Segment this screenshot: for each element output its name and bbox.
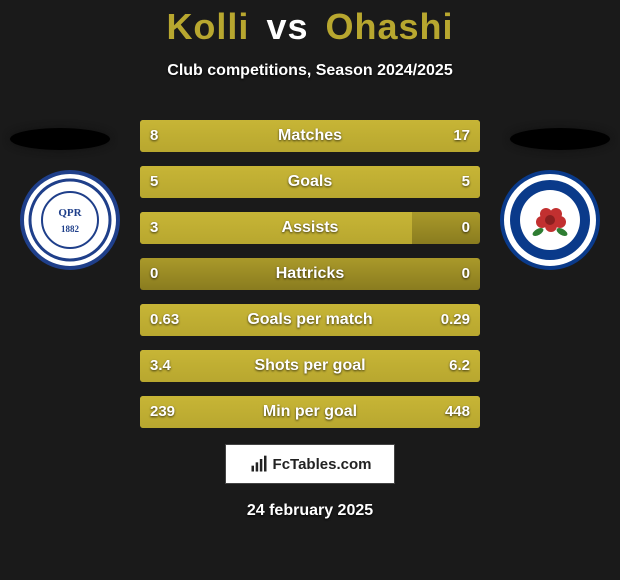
qpr-badge-icon: QPR 1882: [20, 170, 120, 270]
stat-label: Matches: [140, 120, 480, 152]
stat-label: Assists: [140, 212, 480, 244]
oval-right: [510, 128, 610, 150]
stat-label: Goals: [140, 166, 480, 198]
vs-label: vs: [266, 6, 308, 47]
stat-row: 817Matches: [140, 120, 480, 152]
date-label: 24 february 2025: [0, 502, 620, 520]
branding-box: FcTables.com: [225, 444, 395, 484]
svg-text:1882: 1882: [61, 224, 80, 234]
branding-text: FcTables.com: [273, 456, 372, 473]
subtitle: Club competitions, Season 2024/2025: [0, 62, 620, 80]
stat-row: 55Goals: [140, 166, 480, 198]
oval-left: [10, 128, 110, 150]
player1-name: Kolli: [166, 6, 249, 47]
qpr-badge: QPR 1882: [20, 170, 120, 270]
svg-text:QPR: QPR: [58, 207, 82, 219]
page-title: Kolli vs Ohashi: [0, 0, 620, 48]
stat-label: Hattricks: [140, 258, 480, 290]
stat-row: 3.46.2Shots per goal: [140, 350, 480, 382]
stat-label: Min per goal: [140, 396, 480, 428]
stat-label: Shots per goal: [140, 350, 480, 382]
player2-name: Ohashi: [326, 6, 454, 47]
stat-row: 30Assists: [140, 212, 480, 244]
stats-container: 817Matches 55Goals 30Assists 00Hattricks 0.6…: [140, 120, 480, 442]
chart-icon: [249, 454, 269, 474]
stat-row: 0.630.29Goals per match: [140, 304, 480, 336]
stat-row: 00Hattricks: [140, 258, 480, 290]
blackburn-badge-icon: [500, 170, 600, 270]
stat-row: 239448Min per goal: [140, 396, 480, 428]
blackburn-badge: [500, 170, 600, 270]
stat-label: Goals per match: [140, 304, 480, 336]
